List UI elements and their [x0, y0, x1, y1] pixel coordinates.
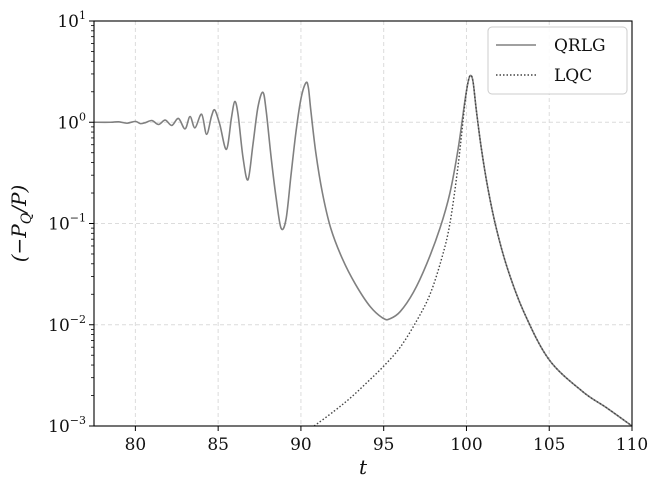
legend-label: QRLG — [554, 36, 606, 56]
x-tick-label: 80 — [125, 435, 147, 455]
y-tick-label: 10−2 — [48, 313, 86, 336]
x-tick-label: 85 — [207, 435, 229, 455]
x-tick-label: 105 — [533, 435, 565, 455]
legend: QRLG LQC — [487, 26, 628, 95]
x-axis-label: t — [359, 455, 368, 479]
y-tick-label: 101 — [57, 9, 86, 32]
legend-box — [487, 26, 628, 95]
x-tick-label: 100 — [450, 435, 482, 455]
y-tick-label: 10−3 — [48, 414, 86, 437]
series-line-lqc — [313, 74, 632, 426]
y-axis-label: (−PQ/P) — [7, 185, 35, 263]
series-line-qrlg — [94, 74, 632, 426]
ticks: 80 85 90 95 100 105 110 10−3 10−2 10−1 100 101 — [48, 9, 648, 455]
series-layer — [94, 74, 632, 426]
y-tick-label: 10−1 — [48, 212, 86, 235]
legend-label: LQC — [554, 66, 592, 86]
x-tick-label: 95 — [373, 435, 395, 455]
x-tick-label: 110 — [616, 435, 648, 455]
x-tick-label: 90 — [290, 435, 312, 455]
y-tick-label: 100 — [57, 110, 86, 133]
